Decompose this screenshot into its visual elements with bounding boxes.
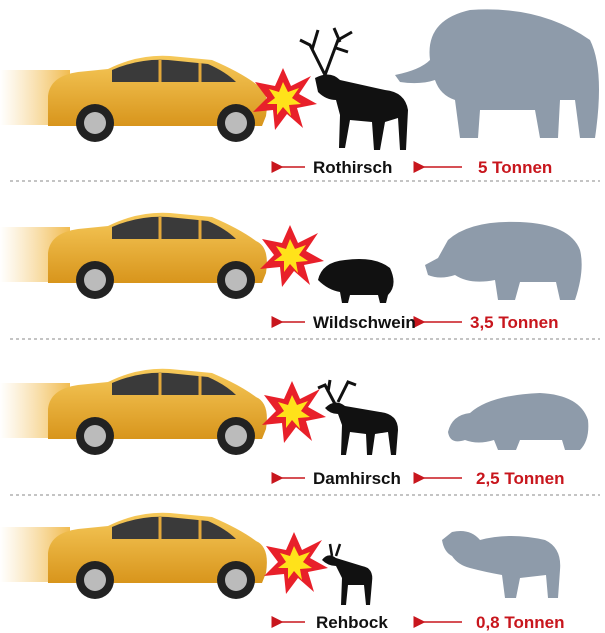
roe-deer: [322, 544, 372, 605]
infographic: Rothirsch 5 Tonnen Wildschwein 3,5 Tonne…: [0, 0, 605, 633]
impact: [260, 225, 324, 287]
animal-label: Rothirsch: [313, 158, 392, 177]
row-4: Rehbock 0,8 Tonnen: [0, 513, 564, 632]
car: [0, 369, 267, 455]
car: [0, 213, 267, 299]
weight-label: 0,8 Tonnen: [476, 613, 564, 632]
elephant: [395, 9, 599, 138]
impact: [262, 381, 326, 443]
weight-label: 2,5 Tonnen: [476, 469, 564, 488]
animal-label: Damhirsch: [313, 469, 401, 488]
rhino: [425, 222, 582, 300]
buffalo: [442, 531, 560, 598]
weight-label: 3,5 Tonnen: [470, 313, 558, 332]
hippo: [448, 393, 588, 450]
impact: [264, 532, 328, 594]
car: [0, 56, 267, 142]
car: [0, 513, 267, 599]
weight-label: 5 Tonnen: [478, 158, 552, 177]
row-1: Rothirsch 5 Tonnen: [0, 9, 599, 177]
wild-boar: [318, 259, 394, 303]
row-3: Damhirsch 2,5 Tonnen: [0, 369, 588, 488]
fallow-deer: [318, 380, 398, 455]
red-deer: [300, 28, 408, 150]
animal-label: Wildschwein: [313, 313, 416, 332]
row-2: Wildschwein 3,5 Tonnen: [0, 213, 582, 332]
animal-label: Rehbock: [316, 613, 388, 632]
